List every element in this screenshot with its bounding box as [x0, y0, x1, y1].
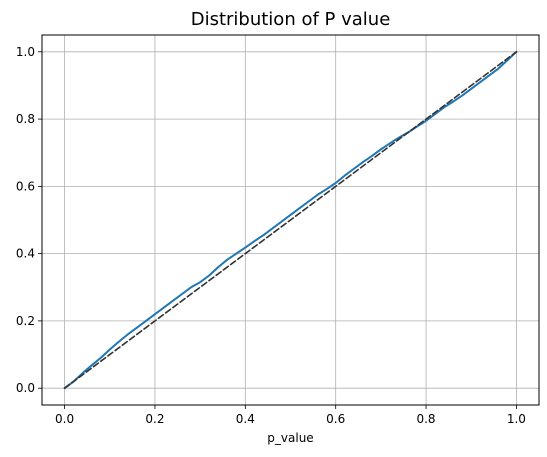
tick-layer: 0.0 0.2 0.4 0.6 0.8 1.0 0.0 0.2 0.4 0.6 0.8 1.0: [16, 45, 526, 426]
x-tick-label: 0.4: [236, 412, 255, 426]
grid-layer: [42, 35, 539, 405]
plot-frame: [41, 34, 540, 406]
y-tick-label: 0.8: [16, 112, 35, 126]
y-tick-label: 0.4: [16, 247, 35, 261]
x-tick-label: 0.8: [416, 412, 435, 426]
x-tick-label: 0.0: [55, 412, 74, 426]
series-layer: [63, 50, 518, 390]
y-tick-label: 1.0: [16, 45, 35, 59]
chart-title: Distribution of P value: [191, 9, 391, 30]
y-tick-label: 0.2: [16, 314, 35, 328]
y-tick-label: 0.0: [16, 381, 35, 395]
x-tick-label: 1.0: [507, 412, 526, 426]
x-tick-label: 0.6: [326, 412, 345, 426]
x-axis-label: p_value: [267, 431, 313, 445]
x-tick-label: 0.2: [145, 412, 164, 426]
reference-diagonal-line: [63, 51, 518, 389]
y-tick-label: 0.6: [16, 179, 35, 193]
p-value-cdf-line: [63, 50, 518, 390]
